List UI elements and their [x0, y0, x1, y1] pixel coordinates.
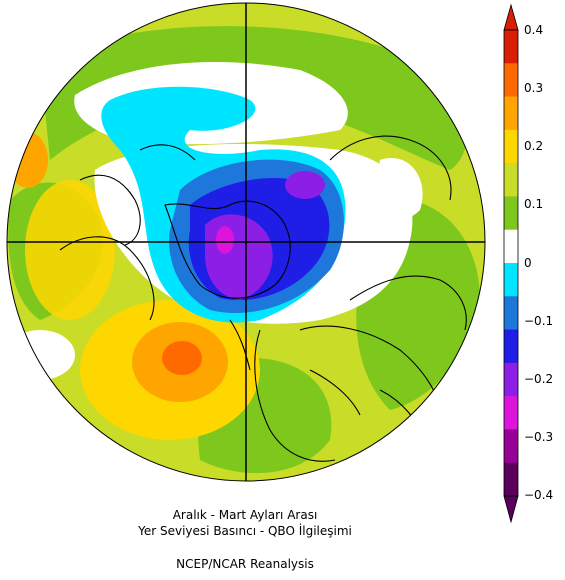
- colorbar-band: [504, 263, 518, 297]
- caption-line-1: Aralık - Mart Ayları Arası: [172, 508, 318, 522]
- colorbar-tick-label: −0.3: [524, 430, 554, 444]
- field-dark-orange: [162, 341, 202, 375]
- colorbar: [503, 3, 519, 524]
- colorbar-tick-label: 0.1: [524, 197, 544, 211]
- colorbar-tick-label: −0.2: [524, 372, 554, 386]
- map-boundary: [6, 2, 486, 482]
- field-yellow-west: [25, 180, 115, 320]
- field-violet-east: [285, 171, 325, 199]
- colorbar-band: [504, 296, 518, 331]
- field-white-nw: [7, 330, 75, 380]
- colorbar-band: [504, 163, 518, 197]
- colorbar-band: [504, 229, 518, 264]
- field-white-east: [375, 158, 423, 220]
- colorbar-frame: [503, 29, 519, 497]
- field-magenta: [216, 226, 234, 254]
- colorbar-band: [504, 63, 518, 98]
- caption-source: NCEP/NCAR Reanalysis: [176, 557, 314, 571]
- colorbar-tick-label: 0: [524, 256, 532, 270]
- colorbar-tick-label: −0.4: [524, 488, 554, 502]
- colorbar-band: [504, 196, 518, 231]
- colorbar-band: [504, 329, 518, 364]
- colorbar-top-arrow: [503, 3, 519, 31]
- colorbar-bands: [504, 30, 518, 497]
- colorbar-band: [504, 129, 518, 164]
- colorbar-tick-label: 0.3: [524, 81, 544, 95]
- colorbar-band: [504, 462, 518, 497]
- colorbar-band: [504, 429, 518, 464]
- field-orange-west: [8, 132, 48, 188]
- caption-line-2: Yer Seviyesi Basıncı - QBO İlgileşimi: [138, 524, 352, 538]
- colorbar-band: [504, 396, 518, 430]
- colorbar-tick-label: 0.2: [524, 139, 544, 153]
- colorbar-tick-label: 0.4: [524, 23, 544, 37]
- colorbar-tick-label: −0.1: [524, 314, 554, 328]
- colorbar-band: [504, 30, 518, 64]
- colorbar-bottom-arrow: [503, 495, 519, 524]
- colorbar-band: [504, 96, 518, 131]
- colorbar-band: [504, 362, 518, 397]
